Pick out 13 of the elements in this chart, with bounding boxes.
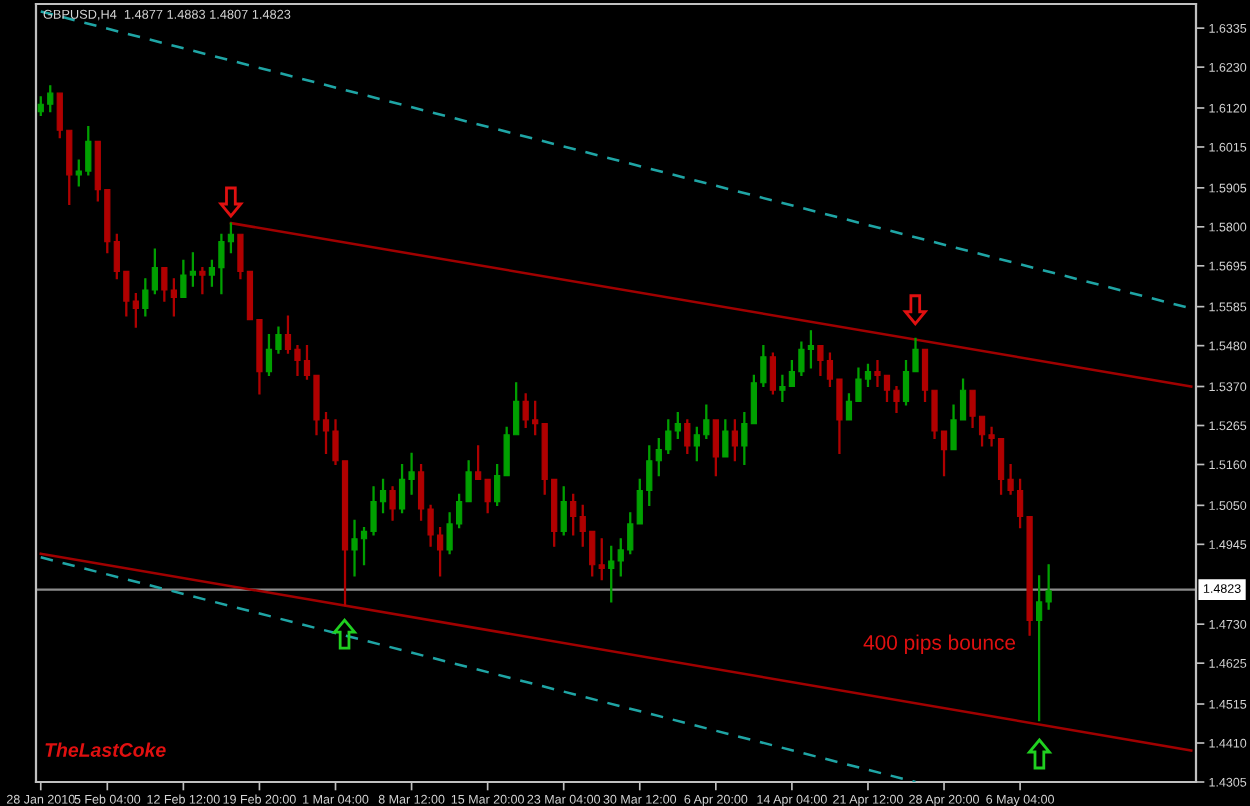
candlestick (570, 493, 577, 536)
candlestick (769, 352, 777, 395)
candlestick (199, 267, 206, 295)
candlestick (684, 419, 691, 454)
candlestick (608, 545, 615, 603)
candlestick (722, 419, 729, 458)
candlestick (389, 486, 396, 521)
annotation: 400 pips bounce (863, 634, 1016, 654)
annotation: TheLastCoke (45, 742, 166, 757)
candlestick (598, 538, 605, 581)
candlestick (712, 419, 719, 477)
candlestick (560, 486, 567, 536)
candlestick (731, 419, 738, 462)
